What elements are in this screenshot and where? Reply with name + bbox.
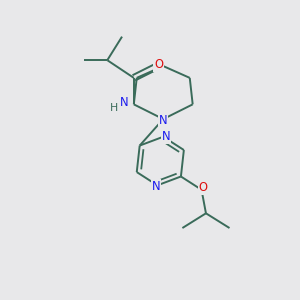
- Text: N: N: [162, 130, 170, 143]
- Text: O: O: [154, 58, 163, 71]
- Text: N: N: [159, 114, 168, 127]
- Text: N: N: [152, 180, 160, 193]
- Text: N: N: [120, 95, 129, 109]
- Text: H: H: [110, 103, 118, 113]
- Text: O: O: [199, 181, 208, 194]
